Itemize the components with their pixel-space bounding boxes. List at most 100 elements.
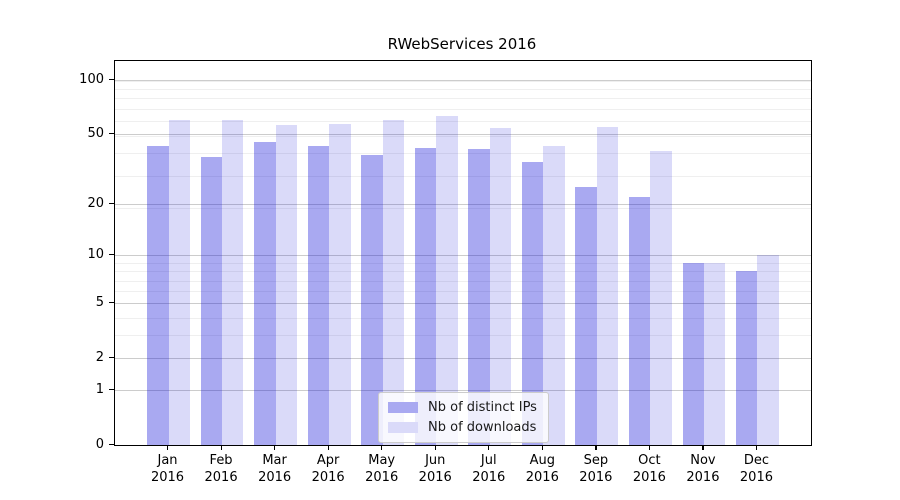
major-gridline xyxy=(115,80,811,81)
major-gridline xyxy=(115,390,811,392)
x-tick-month: Feb xyxy=(209,453,233,468)
minor-gridline xyxy=(115,335,811,337)
x-tick-year: 2016 xyxy=(579,470,613,485)
major-gridline xyxy=(115,303,811,305)
x-tick-label-dec: Dec 2016 xyxy=(724,452,788,486)
minor-gridline xyxy=(115,317,811,319)
bar-nb-of-downloads-dec xyxy=(757,255,779,445)
y-tick-mark xyxy=(109,132,114,134)
x-tick-mark xyxy=(488,445,490,450)
y-tick-mark xyxy=(109,202,114,204)
y-tick-label-0: 0 xyxy=(95,436,104,452)
bar-nb-of-downloads-jun xyxy=(436,116,458,445)
x-tick-label-jan: Jan 2016 xyxy=(136,452,200,486)
minor-gridline xyxy=(115,208,811,210)
chart-title: RWebServices 2016 xyxy=(387,35,537,53)
x-tick-month: Nov xyxy=(690,453,716,468)
major-gridline xyxy=(115,134,811,136)
legend-item-distinct-ips: Nb of distinct IPs xyxy=(388,400,537,415)
major-gridline xyxy=(115,358,811,360)
x-tick-label-jun: Jun 2016 xyxy=(403,452,467,486)
x-tick-label-may: May 2016 xyxy=(350,452,414,486)
x-tick-mark xyxy=(595,445,597,450)
x-tick-month: Jan xyxy=(157,453,178,468)
legend-item-downloads: Nb of downloads xyxy=(388,420,537,435)
bar-nb-of-downloads-jan xyxy=(168,119,190,445)
x-tick-label-oct: Oct 2016 xyxy=(617,452,681,486)
x-tick-label-apr: Apr 2016 xyxy=(296,452,360,486)
minor-gridline xyxy=(115,80,811,82)
x-tick-month: Mar xyxy=(262,453,287,468)
minor-gridline xyxy=(115,109,811,110)
y-tick-label-10: 10 xyxy=(87,246,104,262)
x-tick-mark xyxy=(755,445,758,450)
bar-nb-of-distinct-ips-oct xyxy=(628,197,651,445)
minor-gridline xyxy=(115,121,811,123)
minor-gridline xyxy=(115,271,811,273)
bar-nb-of-downloads-nov xyxy=(703,262,726,445)
bar-nb-of-downloads-apr xyxy=(329,123,351,445)
minor-gridline xyxy=(115,176,811,178)
bar-nb-of-distinct-ips-feb xyxy=(200,157,223,445)
minor-gridline xyxy=(115,280,811,282)
minor-gridline xyxy=(115,89,811,91)
y-tick-mark xyxy=(109,253,114,256)
x-tick-year: 2016 xyxy=(258,470,292,485)
bar-nb-of-downloads-mar xyxy=(275,125,297,445)
legend: Nb of distinct IPs Nb of downloads xyxy=(378,392,549,443)
x-tick-year: 2016 xyxy=(150,470,185,485)
x-tick-mark xyxy=(541,445,543,450)
x-tick-mark xyxy=(220,445,222,450)
bar-nb-of-distinct-ips-mar xyxy=(254,142,276,445)
bar-nb-of-downloads-jul xyxy=(489,128,512,445)
x-tick-year: 2016 xyxy=(311,470,345,485)
legend-label-distinct-ips: Nb of distinct IPs xyxy=(428,400,537,415)
x-tick-label-sep: Sep 2016 xyxy=(564,452,628,486)
x-tick-mark xyxy=(167,445,169,450)
x-tick-label-feb: Feb 2016 xyxy=(189,452,253,486)
x-tick-year: 2016 xyxy=(632,470,666,485)
bar-nb-of-downloads-oct xyxy=(650,151,672,445)
bar-nb-of-distinct-ips-jun xyxy=(414,147,437,445)
x-tick-year: 2016 xyxy=(472,470,506,485)
bar-nb-of-distinct-ips-jan xyxy=(147,145,169,445)
bar-nb-of-downloads-aug xyxy=(543,145,565,445)
minor-gridline xyxy=(115,291,811,293)
x-tick-year: 2016 xyxy=(418,470,452,485)
major-gridline xyxy=(115,204,811,206)
bar-nb-of-distinct-ips-jul xyxy=(468,149,490,445)
x-tick-month: Jul xyxy=(480,453,497,468)
x-tick-month: Aug xyxy=(529,453,555,468)
x-tick-mark xyxy=(381,445,383,450)
minor-gridline xyxy=(115,262,811,264)
x-tick-year: 2016 xyxy=(204,470,238,485)
bar-nb-of-distinct-ips-dec xyxy=(736,271,758,445)
y-tick-mark xyxy=(109,443,114,445)
x-tick-mark xyxy=(648,445,651,450)
x-tick-mark xyxy=(702,445,704,450)
x-tick-month: Apr xyxy=(316,453,340,468)
bar-nb-of-distinct-ips-may xyxy=(361,155,383,445)
bar-nb-of-downloads-sep xyxy=(596,126,619,445)
bar-nb-of-distinct-ips-nov xyxy=(682,262,704,445)
y-tick-mark xyxy=(109,301,114,303)
y-tick-mark xyxy=(109,356,114,358)
x-tick-label-nov: Nov 2016 xyxy=(671,452,735,486)
y-tick-label-5: 5 xyxy=(95,294,104,310)
y-tick-mark xyxy=(109,78,114,80)
x-tick-mark xyxy=(327,445,329,450)
y-tick-label-20: 20 xyxy=(87,195,104,211)
minor-gridline xyxy=(115,98,811,100)
bar-nb-of-distinct-ips-apr xyxy=(307,145,330,445)
x-tick-month: Sep xyxy=(583,453,609,468)
x-tick-label-mar: Mar 2016 xyxy=(243,452,307,486)
legend-label-downloads: Nb of downloads xyxy=(428,420,537,435)
x-tick-mark xyxy=(434,445,436,450)
minor-gridline xyxy=(115,135,811,137)
x-tick-year: 2016 xyxy=(525,470,559,485)
x-tick-month: May xyxy=(368,453,396,468)
legend-swatch-distinct-ips xyxy=(388,402,418,413)
x-tick-year: 2016 xyxy=(365,470,399,485)
y-tick-mark xyxy=(109,388,114,390)
